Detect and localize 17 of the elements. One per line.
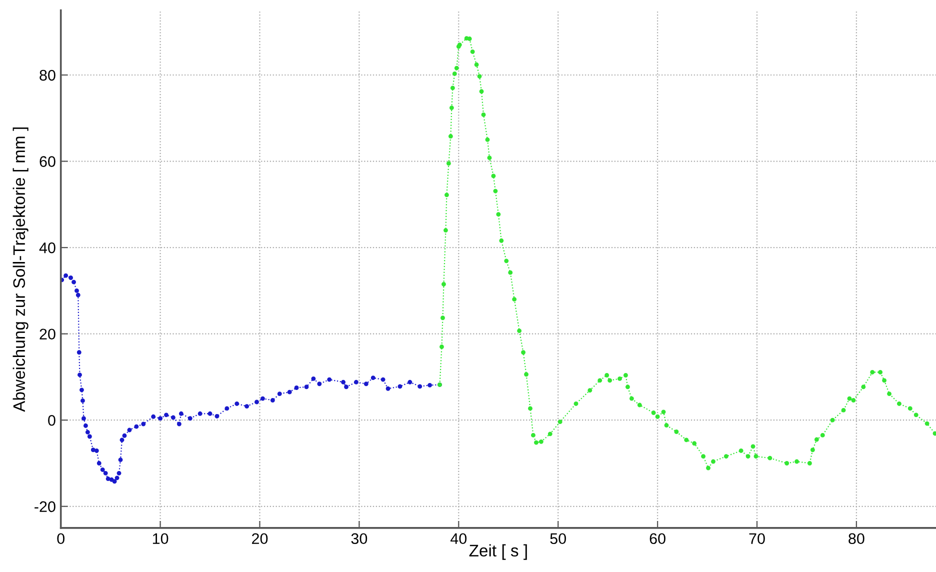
- y-tick-label: 20: [40, 328, 56, 340]
- x-tick-label: 40: [450, 533, 467, 544]
- y-tick-label: 80: [40, 70, 56, 81]
- x-tick-label: 10: [152, 533, 168, 544]
- x-tick-label: 0: [57, 533, 64, 544]
- x-axis-title: Zeit [ s ]: [469, 544, 527, 560]
- y-tick-label: 60: [40, 156, 56, 167]
- x-tick-label: 30: [351, 533, 368, 544]
- x-tick-label: 50: [550, 533, 566, 544]
- y-axis-title: Abweichung zur Soll-Trajektorie [ mm ]: [12, 128, 28, 412]
- y-tick-label: 40: [39, 242, 56, 254]
- x-tick-label: 60: [650, 533, 666, 544]
- x-tick-label: 70: [749, 533, 765, 544]
- y-tick-label: -20: [34, 501, 56, 512]
- x-tick-label: 20: [252, 533, 268, 544]
- y-tick-label: 0: [48, 414, 56, 426]
- x-tick-label: 80: [848, 533, 864, 544]
